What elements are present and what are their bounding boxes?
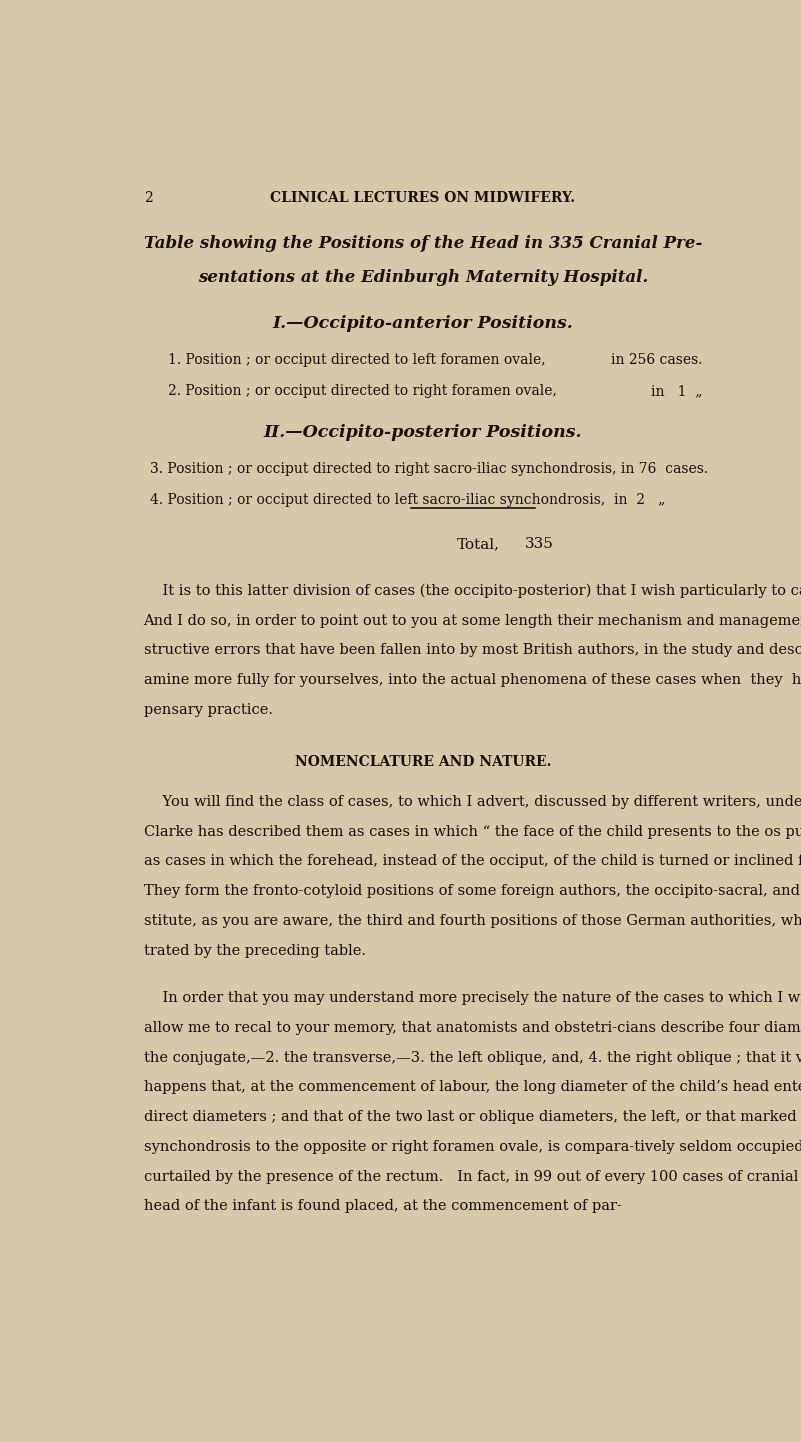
Text: 3. Position ; or occiput directed to right sacro-iliac synchondrosis, in 76  cas: 3. Position ; or occiput directed to rig… (150, 461, 708, 476)
Text: stitute, as you are aware, the third and fourth positions of those German author: stitute, as you are aware, the third and… (143, 914, 801, 927)
Text: 2. Position ; or occiput directed to right foramen ovale,: 2. Position ; or occiput directed to rig… (168, 384, 557, 398)
Text: amine more fully for yourselves, into the actual phenomena of these cases when  : amine more fully for yourselves, into th… (143, 673, 801, 688)
Text: CLINICAL LECTURES ON MIDWIFERY.: CLINICAL LECTURES ON MIDWIFERY. (271, 190, 575, 205)
Text: 1. Position ; or occiput directed to left foramen ovale,: 1. Position ; or occiput directed to lef… (168, 353, 546, 366)
Text: 2: 2 (143, 190, 152, 205)
Text: in   1  „: in 1 „ (650, 384, 702, 398)
Text: NOMENCLATURE AND NATURE.: NOMENCLATURE AND NATURE. (295, 754, 551, 769)
Text: I.—Occipito-anterior Positions.: I.—Occipito-anterior Positions. (272, 316, 574, 332)
Text: sentations at the Edinburgh Maternity Hospital.: sentations at the Edinburgh Maternity Ho… (198, 268, 648, 286)
Text: happens that, at the commencement of labour, the long diameter of the child’s he: happens that, at the commencement of lab… (143, 1080, 801, 1094)
Text: II.—Occipito-posterior Positions.: II.—Occipito-posterior Positions. (264, 424, 582, 441)
Text: Table showing the Positions of the Head in 335 Cranial Pre-: Table showing the Positions of the Head … (143, 235, 702, 252)
Text: structive errors that have been fallen into by most British authors, in the stud: structive errors that have been fallen i… (143, 643, 801, 658)
Text: You will find the class of cases, to which I advert, discussed by different writ: You will find the class of cases, to whi… (143, 795, 801, 809)
Text: Clarke has described them as cases in which “ the face of the child presents to : Clarke has described them as cases in wh… (143, 825, 801, 839)
Text: head of the infant is found placed, at the commencement of par-: head of the infant is found placed, at t… (143, 1200, 622, 1213)
Text: curtailed by the presence of the rectum.   In fact, in 99 out of every 100 cases: curtailed by the presence of the rectum.… (143, 1169, 801, 1184)
Text: in 256 cases.: in 256 cases. (611, 353, 702, 366)
Text: 335: 335 (525, 538, 554, 551)
Text: 4. Position ; or occiput directed to left sacro-iliac synchondrosis,  in  2   „: 4. Position ; or occiput directed to lef… (150, 493, 665, 506)
Text: They form the fronto-cotyloid positions of some foreign authors, the occipito-sa: They form the fronto-cotyloid positions … (143, 884, 801, 898)
Text: It is to this latter division of cases (the occipito-posterior) that I wish part: It is to this latter division of cases (… (143, 584, 801, 598)
Text: In order that you may understand more precisely the nature of the cases to which: In order that you may understand more pr… (143, 991, 801, 1005)
Text: direct diameters ; and that of the two last or oblique diameters, the left, or t: direct diameters ; and that of the two l… (143, 1110, 801, 1125)
Text: the conjugate,—2. the transverse,—3. the left oblique, and, 4. the right oblique: the conjugate,—2. the transverse,—3. the… (143, 1051, 801, 1064)
Text: Total,: Total, (457, 538, 500, 551)
Text: synchondrosis to the opposite or right foramen ovale, is compara-tively seldom o: synchondrosis to the opposite or right f… (143, 1141, 801, 1154)
Text: trated by the preceding table.: trated by the preceding table. (143, 943, 365, 957)
Text: allow me to recal to your memory, that anatomists and obstetri-cians describe fo: allow me to recal to your memory, that a… (143, 1021, 801, 1035)
Text: And I do so, in order to point out to you at some length their mechanism and man: And I do so, in order to point out to yo… (143, 614, 801, 627)
Text: as cases in which the forehead, instead of the occiput, of the child is turned o: as cases in which the forehead, instead … (143, 854, 801, 868)
Text: pensary practice.: pensary practice. (143, 702, 272, 717)
